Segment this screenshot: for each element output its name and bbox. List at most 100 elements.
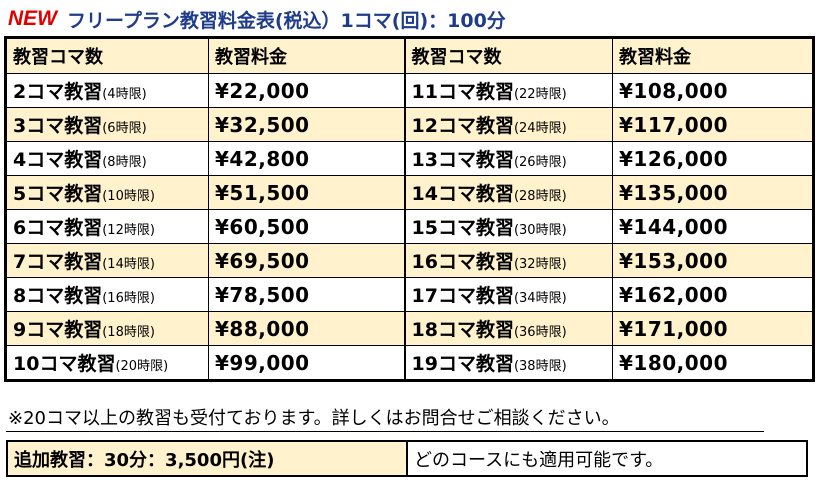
lesson-price-cell-right: ¥108,000 xyxy=(612,73,813,108)
lesson-count-cell-right: 18コマ教習(36時限) xyxy=(403,311,613,346)
lesson-count-cell-left: 3コマ教習(6時限) xyxy=(6,107,209,142)
header-price-left: 教習料金 xyxy=(208,38,405,74)
lesson-count: 12コマ教習 xyxy=(411,115,514,137)
extra-lesson-description: どのコースにも適用可能です。 xyxy=(406,440,808,477)
lesson-price: ¥180,000 xyxy=(619,350,729,375)
table-row: 5コマ教習(10時限) ¥51,500 14コマ教習(28時限) ¥135,000 xyxy=(6,175,813,210)
lesson-price: ¥32,500 xyxy=(215,112,310,137)
lesson-price-cell-right: ¥117,000 xyxy=(612,107,813,142)
lesson-price-cell-left: ¥51,500 xyxy=(208,175,405,210)
lesson-price-cell-right: ¥153,000 xyxy=(612,243,813,278)
lesson-count-cell-right: 17コマ教習(34時限) xyxy=(403,277,613,312)
table-row: 2コマ教習(4時限) ¥22,000 11コマ教習(22時限) ¥108,000 xyxy=(6,73,813,108)
lesson-price-cell-right: ¥180,000 xyxy=(612,345,813,380)
lesson-price: ¥171,000 xyxy=(619,316,729,341)
lesson-hours: (32時限) xyxy=(513,257,567,272)
lesson-hours: (36時限) xyxy=(513,325,567,340)
lesson-price-cell-right: ¥135,000 xyxy=(612,175,813,210)
table-row: 7コマ教習(14時限) ¥69,500 16コマ教習(32時限) ¥153,000 xyxy=(6,243,813,278)
lesson-price: ¥22,000 xyxy=(215,78,310,103)
lesson-count: 10コマ教習 xyxy=(13,353,116,375)
page-title: NEW フリープラン教習料金表(税込）1コマ(回)：100分 xyxy=(8,4,506,34)
lesson-price-cell-right: ¥144,000 xyxy=(612,209,813,244)
table-row: 3コマ教習(6時限) ¥32,500 12コマ教習(24時限) ¥117,000 xyxy=(6,107,813,142)
lesson-hours: (34時限) xyxy=(513,291,567,306)
lesson-hours: (28時限) xyxy=(513,189,567,204)
extra-lesson-label: 追加教習：30分：3,500円(注) xyxy=(6,440,408,477)
lesson-hours: (30時限) xyxy=(513,223,567,238)
lesson-count: 7コマ教習 xyxy=(13,251,103,273)
lesson-hours: (38時限) xyxy=(513,359,567,374)
lesson-price: ¥51,500 xyxy=(215,180,310,205)
lesson-count-cell-left: 7コマ教習(14時限) xyxy=(6,243,209,278)
lesson-hours: (8時限) xyxy=(102,155,147,170)
lesson-hours: (16時限) xyxy=(102,291,155,306)
lesson-price-cell-left: ¥42,800 xyxy=(208,141,405,176)
lesson-hours: (12時限) xyxy=(102,223,155,238)
table-header-row: 教習コマ数 教習料金 教習コマ数 教習料金 xyxy=(6,38,813,74)
table-row: 10コマ教習(20時限) ¥99,000 19コマ教習(38時限) ¥180,000 xyxy=(6,345,813,380)
lesson-price: ¥69,500 xyxy=(215,248,310,273)
lesson-count-cell-right: 13コマ教習(26時限) xyxy=(403,141,613,176)
lesson-price: ¥117,000 xyxy=(619,112,729,137)
lesson-price: ¥126,000 xyxy=(619,146,729,171)
price-table: 教習コマ数 教習料金 教習コマ数 教習料金 2コマ教習(4時限) ¥22,000 1… xyxy=(4,36,815,382)
lesson-count: 6コマ教習 xyxy=(13,217,103,239)
lesson-hours: (6時限) xyxy=(102,121,147,136)
lesson-count-cell-left: 8コマ教習(16時限) xyxy=(6,277,209,312)
lesson-count-cell-left: 4コマ教習(8時限) xyxy=(6,141,209,176)
lesson-count: 13コマ教習 xyxy=(411,149,514,171)
lesson-count-cell-left: 2コマ教習(4時限) xyxy=(6,73,209,108)
table-row: 4コマ教習(8時限) ¥42,800 13コマ教習(26時限) ¥126,000 xyxy=(6,141,813,176)
lesson-count-cell-right: 11コマ教習(22時限) xyxy=(403,73,613,108)
note-underline xyxy=(6,431,764,432)
lesson-hours: (14時限) xyxy=(102,257,155,272)
lesson-price-cell-right: ¥126,000 xyxy=(612,141,813,176)
lesson-price-cell-right: ¥162,000 xyxy=(612,277,813,312)
lesson-count-cell-right: 12コマ教習(24時限) xyxy=(403,107,613,142)
extra-row: 追加教習：30分：3,500円(注) どのコースにも適用可能です。 xyxy=(6,440,808,477)
lesson-price-cell-left: ¥78,500 xyxy=(208,277,405,312)
table-row: 6コマ教習(12時限) ¥60,500 15コマ教習(30時限) ¥144,000 xyxy=(6,209,813,244)
lesson-count: 4コマ教習 xyxy=(13,149,103,171)
lesson-price-cell-left: ¥60,500 xyxy=(208,209,405,244)
lesson-hours: (24時限) xyxy=(513,121,567,136)
lesson-hours: (22時限) xyxy=(513,87,567,102)
header-price-right: 教習料金 xyxy=(612,38,813,74)
lesson-price: ¥60,500 xyxy=(215,214,310,239)
lesson-hours: (18時限) xyxy=(102,325,155,340)
lesson-count: 5コマ教習 xyxy=(13,183,103,205)
lesson-price: ¥42,800 xyxy=(215,146,310,171)
lesson-price: ¥135,000 xyxy=(619,180,729,205)
lesson-count-cell-left: 5コマ教習(10時限) xyxy=(6,175,209,210)
lesson-price: ¥162,000 xyxy=(619,282,729,307)
lesson-price-cell-left: ¥99,000 xyxy=(208,345,405,380)
lesson-count: 19コマ教習 xyxy=(411,353,514,375)
note-text: ※20コマ以上の教習も受付ております。詳しくはお問合せご相談ください。 xyxy=(8,408,620,429)
lesson-count: 2コマ教習 xyxy=(13,81,103,103)
table-row: 9コマ教習(18時限) ¥88,000 18コマ教習(36時限) ¥171,000 xyxy=(6,311,813,346)
lesson-count: 18コマ教習 xyxy=(411,319,514,341)
lesson-count-cell-right: 16コマ教習(32時限) xyxy=(403,243,613,278)
lesson-price-cell-left: ¥22,000 xyxy=(208,73,405,108)
lesson-price: ¥88,000 xyxy=(215,316,310,341)
lesson-count-cell-right: 15コマ教習(30時限) xyxy=(403,209,613,244)
lesson-count: 9コマ教習 xyxy=(13,319,103,341)
lesson-count: 15コマ教習 xyxy=(411,217,514,239)
lesson-hours: (20時限) xyxy=(115,359,169,374)
lesson-count: 8コマ教習 xyxy=(13,285,103,307)
lesson-count: 17コマ教習 xyxy=(411,285,514,307)
lesson-price: ¥78,500 xyxy=(215,282,310,307)
lesson-price: ¥108,000 xyxy=(619,78,729,103)
lesson-price-cell-right: ¥171,000 xyxy=(612,311,813,346)
lesson-count-cell-left: 9コマ教習(18時限) xyxy=(6,311,209,346)
lesson-count-cell-left: 6コマ教習(12時限) xyxy=(6,209,209,244)
lesson-count-cell-right: 19コマ教習(38時限) xyxy=(403,345,613,380)
lesson-count: 16コマ教習 xyxy=(411,251,514,273)
new-label: NEW xyxy=(8,7,57,30)
lesson-price-cell-left: ¥88,000 xyxy=(208,311,405,346)
lesson-count: 3コマ教習 xyxy=(13,115,103,137)
header-count-right: 教習コマ数 xyxy=(403,38,613,74)
lesson-price: ¥99,000 xyxy=(215,350,310,375)
title-text: フリープラン教習料金表(税込）1コマ(回)：100分 xyxy=(67,9,506,32)
